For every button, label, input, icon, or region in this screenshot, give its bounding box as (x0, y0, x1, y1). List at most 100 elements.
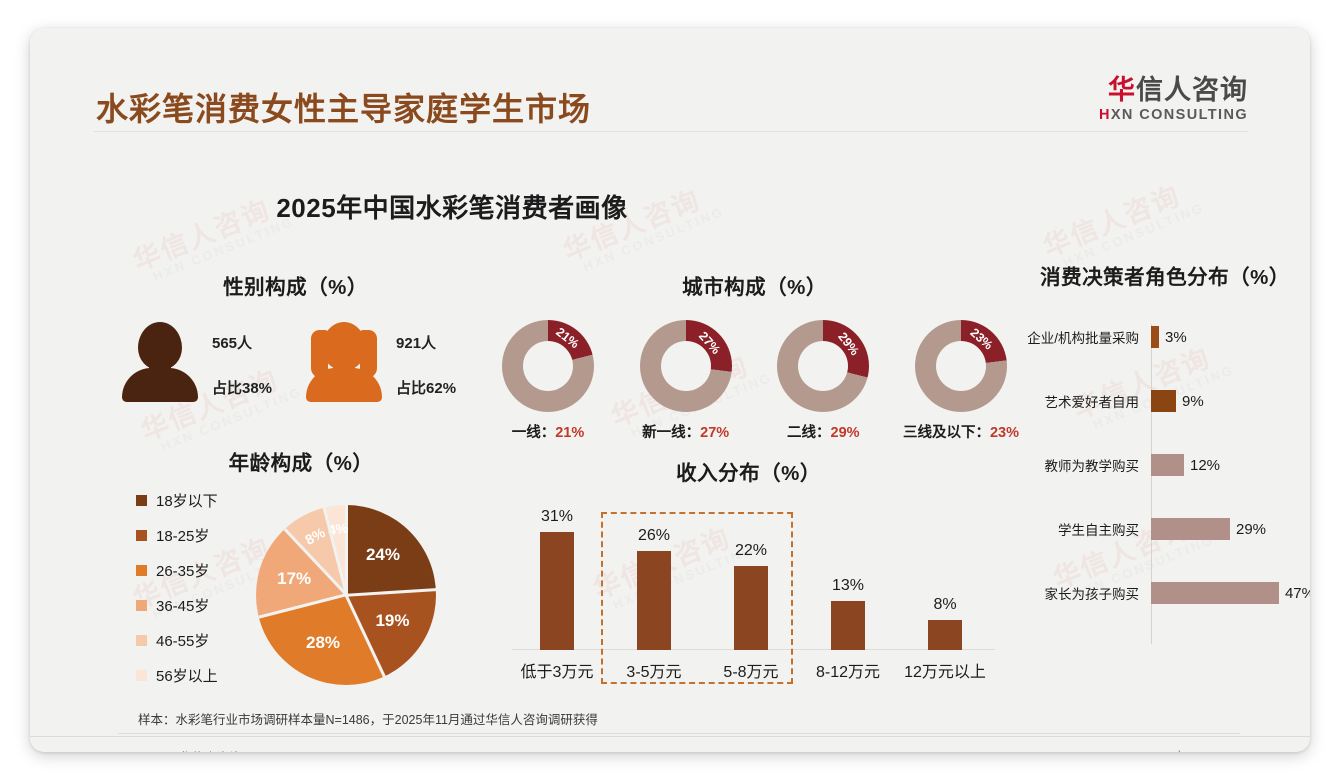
gender-item-female: 921人 占比62% (306, 322, 456, 402)
note-divider (118, 733, 1240, 734)
age-pie-chart: 24% 19% 28% 17% 8% 4% (256, 505, 437, 685)
pie-slice-divider (345, 505, 348, 595)
gender-items: 565人 占比38% 921人 占比62% (108, 322, 483, 402)
copyright-text: ©2026.1 HXR华信人咨询 (102, 747, 242, 752)
income-bar-category: 8-12万元 (815, 664, 881, 681)
age-slice-value: 28% (305, 632, 341, 652)
website-url: www.hxrcon.com (1149, 748, 1240, 752)
donut-hole (660, 341, 711, 391)
city-donut-ring: 21% (502, 320, 594, 412)
age-section-title: 年龄构成（%） (228, 452, 374, 475)
city-section: 城市构成（%） 21% 一线：21% 27% 新一线：27% 29% 二线：29% 23% 三… (482, 270, 1027, 442)
roles-bar (1151, 326, 1159, 348)
donut-hole (523, 341, 573, 391)
male-silhouette-icon (122, 322, 198, 402)
gender-female-count: 921人 (396, 335, 437, 352)
gender-male-text: 565人 占比38% (212, 322, 272, 398)
gender-female-text: 921人 占比62% (396, 322, 456, 398)
age-legend-label: 46-55岁 (156, 633, 210, 650)
age-legend: 18岁以下 18-25岁 26-35岁 36-45岁 46-55岁 56岁以上 (126, 490, 248, 700)
gender-male-share: 占比38% (212, 380, 273, 397)
sample-note: 样本：水彩笔行业市场调研样本量N=1486，于2025年11月通过华信人咨询调研… (138, 713, 598, 727)
roles-bar-row: 艺术爱好者自用 9% (1015, 388, 1310, 414)
female-silhouette-icon (306, 322, 383, 402)
age-legend-swatch (136, 495, 147, 506)
age-legend-label: 56岁以上 (156, 668, 218, 685)
city-donut-item: 23% 三线及以下：23% (901, 320, 1021, 442)
income-bar-chart: 31% 低于3万元 26% 3-5万元 22% 5-8万元 13% 8-12万元 8% 12万元以… (496, 504, 1001, 684)
roles-bar-wrap: 9% (1151, 390, 1204, 412)
roles-bar-label: 学生自主购买 (1058, 523, 1139, 538)
age-legend-swatch (136, 530, 147, 541)
roles-bar-wrap: 47% (1150, 582, 1310, 604)
logo-cn-rest: 信人咨询 (1136, 75, 1248, 105)
logo-english: HXN CONSULTING (1099, 107, 1248, 123)
city-name: 新一线： (642, 425, 701, 441)
brand-logo: 华信人咨询 HXN CONSULTING (1099, 76, 1248, 124)
roles-bar (1151, 454, 1184, 476)
age-legend-swatch (136, 565, 147, 576)
roles-bar-label: 艺术爱好者自用 (1044, 395, 1140, 410)
roles-bar-row: 学生自主购买 29% (1015, 516, 1310, 542)
gender-male-count: 565人 (212, 335, 253, 352)
donut-hole (798, 341, 849, 391)
logo-cn-highlight: 华 (1108, 75, 1136, 105)
city-donut-caption: 二线：29% (763, 421, 883, 442)
income-bar-category: 12万元以上 (904, 664, 986, 681)
roles-baseline (1151, 324, 1152, 644)
city-donut-item: 21% 一线：21% (488, 320, 608, 442)
age-legend-item: 36-45岁 (136, 595, 248, 616)
logo-en-rest: XN CONSULTING (1110, 107, 1248, 124)
gender-section-title: 性别构成（%） (223, 276, 368, 299)
footer-divider (30, 736, 1310, 737)
gender-item-male: 565人 占比38% (122, 322, 272, 402)
city-donut-item: 27% 新一线：27% (626, 320, 746, 442)
header: 水彩笔消费女性主导家庭学生市场 华信人咨询 HXN CONSULTING (30, 28, 1310, 131)
roles-bar (1151, 390, 1176, 412)
city-donut-row: 21% 一线：21% 27% 新一线：27% 29% 二线：29% 23% 三线及以下：23% (482, 320, 1027, 442)
roles-section-title: 消费决策者角色分布（%） (1040, 266, 1290, 289)
roles-bar-row: 家长为孩子购买 47% (1015, 580, 1310, 606)
chart-main-title: 2025年中国水彩笔消费者画像 (30, 188, 1310, 225)
city-percent: 21% (555, 425, 585, 441)
income-bar (734, 566, 768, 650)
city-donut-ring: 27% (639, 320, 732, 412)
age-legend-item: 56岁以上 (136, 665, 248, 686)
city-donut-caption: 三线及以下：23% (901, 421, 1021, 442)
age-chart-body: 18岁以下 18-25岁 26-35岁 36-45岁 46-55岁 56岁以上 24% 19… (126, 490, 476, 700)
header-divider (94, 131, 1248, 132)
city-donut-caption: 新一线：27% (626, 421, 746, 442)
donut-hole (935, 341, 986, 391)
income-bar (928, 620, 962, 650)
roles-bar-value: 12% (1190, 456, 1221, 474)
income-section: 收入分布（%） 31% 低于3万元 26% 3-5万元 22% 5-8万元 13% 8-12万… (496, 456, 1001, 684)
roles-bar-label: 家长为孩子购买 (1044, 587, 1139, 602)
logo-chinese: 华信人咨询 (1099, 76, 1248, 104)
page-title: 水彩笔消费女性主导家庭学生市场 (96, 91, 592, 127)
income-bar-category: 3-5万元 (626, 664, 682, 681)
income-bar-value: 8% (933, 596, 957, 613)
city-name: 二线： (787, 425, 831, 441)
age-section: 年龄构成（%） 18岁以下 18-25岁 26-35岁 36-45岁 46-55岁 56岁… (126, 446, 476, 700)
roles-bar-wrap: 29% (1151, 518, 1266, 540)
pie-slice-divider (345, 594, 386, 677)
income-section-title: 收入分布（%） (676, 462, 821, 485)
roles-section: 消费决策者角色分布（%） 企业/机构批量采购 3% 艺术爱好者自用 9% 教师为教学购买… (1015, 260, 1310, 644)
roles-bar-row: 教师为教学购买 12% (1015, 452, 1310, 478)
income-bar (637, 551, 671, 650)
gender-section: 性别构成（%） 565人 占比38% 921人 占比62% (108, 270, 483, 402)
income-bar-category: 低于3万元 (520, 664, 594, 681)
roles-bar-value: 3% (1165, 328, 1187, 346)
city-donut-ring: 29% (777, 320, 870, 412)
gender-female-share: 占比62% (396, 380, 457, 397)
age-legend-label: 36-45岁 (156, 598, 210, 615)
roles-bar-value: 29% (1236, 520, 1267, 538)
age-legend-item: 18-25岁 (136, 525, 248, 546)
age-legend-item: 46-55岁 (136, 630, 248, 651)
roles-bar-label: 教师为教学购买 (1044, 459, 1140, 474)
roles-bar-row: 企业/机构批量采购 3% (1015, 324, 1310, 350)
income-bar (540, 532, 574, 650)
chart-main-title-text: 2025年中国水彩笔消费者画像 (276, 193, 628, 223)
logo-en-highlight: H (1098, 107, 1111, 124)
city-percent: 29% (830, 425, 860, 441)
